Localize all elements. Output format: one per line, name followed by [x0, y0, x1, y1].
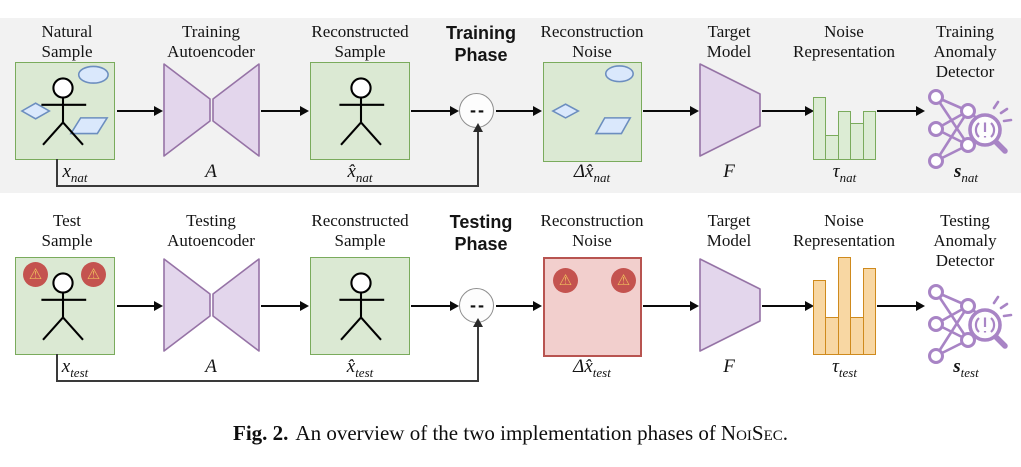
- var-A: A: [205, 161, 217, 182]
- var-F: F: [723, 161, 735, 182]
- training-anomaly-detector-icon: [924, 84, 1014, 170]
- testing-autoencoder-title: Testing Autoencoder: [167, 211, 255, 250]
- var-s-nat: snat: [953, 161, 979, 185]
- target-model-title: Target Model: [706, 22, 752, 61]
- training-anomaly-detector-title: Training Anomaly Detector: [933, 22, 997, 81]
- noise-shapes-icon: [551, 65, 634, 135]
- arrow-representation-to-detector: [877, 299, 925, 312]
- noise-representation-bars: [813, 257, 877, 355]
- representation-bar: [862, 268, 877, 355]
- stick-figure-icon: [40, 77, 88, 146]
- warning-icon: ⚠: [611, 268, 636, 293]
- reconstructed-sample-title: Reconstructed Sample: [311, 22, 409, 61]
- target-model-title: Target Model: [706, 211, 752, 250]
- representation-bar: [825, 135, 839, 160]
- reconstruction-noise-box: ⚠ ⚠: [543, 257, 642, 357]
- arrow-noise-to-target: [643, 299, 699, 312]
- training-autoencoder-icon: [163, 63, 260, 157]
- natural-sample-title: Natural Sample: [41, 22, 93, 61]
- arrow-subtract-to-noise: [496, 104, 542, 117]
- training-phase-row: Natural Sample Training Autoencoder Reco…: [0, 18, 1021, 193]
- feedback-line-down: [56, 354, 58, 382]
- feedback-line-up-arrow: [473, 123, 483, 187]
- var-F: F: [723, 356, 735, 377]
- var-xhat-test: x̂test: [346, 356, 374, 380]
- reconstruction-noise-title: Reconstruction Noise: [540, 211, 644, 250]
- caption-brand: NoiSec.: [720, 421, 788, 445]
- arrow-sample-to-autoencoder: [117, 104, 163, 117]
- target-model-icon: [699, 63, 761, 157]
- var-A: A: [205, 356, 217, 377]
- noise-representation-bars: [813, 62, 877, 160]
- testing-anomaly-detector-title: Testing Anomaly Detector: [933, 211, 997, 270]
- testing-phase-row: Test Sample Testing Autoencoder Reconstr…: [0, 205, 1021, 388]
- warning-icon: ⚠: [23, 262, 48, 287]
- feedback-line-horizontal: [56, 380, 479, 382]
- arrow-noise-to-target: [643, 104, 699, 117]
- arrow-target-to-representation: [762, 299, 814, 312]
- subtract-node: --: [459, 288, 494, 323]
- figure-caption: Fig. 2. An overview of the two implementa…: [0, 421, 1021, 446]
- representation-bar: [850, 123, 864, 160]
- testing-phase-title: Testing Phase: [449, 212, 513, 254]
- feedback-line-up-arrow: [473, 318, 483, 382]
- representation-bar: [850, 317, 864, 355]
- caption-body: An overview of the two implementation ph…: [295, 421, 716, 445]
- scene-shapes-icon: [20, 65, 109, 135]
- representation-bar: [862, 111, 877, 160]
- arrow-reconstructed-to-subtract: [411, 104, 459, 117]
- var-x-nat: xnat: [62, 161, 88, 185]
- feedback-line-down: [56, 159, 58, 187]
- representation-bar: [837, 111, 852, 160]
- warning-icon: ⚠: [81, 262, 106, 287]
- feedback-line-horizontal: [56, 185, 479, 187]
- reconstruction-noise-title: Reconstruction Noise: [540, 22, 644, 61]
- test-sample-box: ⚠ ⚠: [15, 257, 115, 355]
- var-delta-xhat-nat: Δx̂nat: [573, 161, 611, 185]
- stick-figure-icon: [338, 77, 386, 146]
- training-autoencoder-title: Training Autoencoder: [167, 22, 255, 61]
- reconstructed-sample-box: [310, 257, 410, 355]
- training-phase-title: Training Phase: [445, 23, 516, 65]
- reconstructed-sample-title: Reconstructed Sample: [311, 211, 409, 250]
- reconstruction-noise-box: [543, 62, 642, 162]
- warning-icon: ⚠: [553, 268, 578, 293]
- test-sample-title: Test Sample: [41, 211, 93, 250]
- representation-bar: [837, 257, 852, 355]
- arrow-autoencoder-to-reconstructed: [261, 299, 309, 312]
- natural-sample-box: [15, 62, 115, 160]
- reconstructed-sample-box: [310, 62, 410, 160]
- var-s-test: stest: [953, 356, 979, 380]
- var-x-test: xtest: [61, 356, 89, 380]
- testing-anomaly-detector-icon: [924, 279, 1014, 365]
- arrow-autoencoder-to-reconstructed: [261, 104, 309, 117]
- target-model-icon: [699, 258, 761, 352]
- arrow-subtract-to-noise: [496, 299, 542, 312]
- arrow-target-to-representation: [762, 104, 814, 117]
- representation-bar: [813, 280, 827, 355]
- testing-autoencoder-icon: [163, 258, 260, 352]
- representation-bar: [813, 97, 827, 160]
- stick-figure-icon: [338, 272, 386, 341]
- representation-bar: [825, 317, 839, 355]
- subtract-node: --: [459, 93, 494, 128]
- var-tau-test: τtest: [832, 356, 857, 380]
- var-tau-nat: τnat: [832, 161, 857, 185]
- arrow-reconstructed-to-subtract: [411, 299, 459, 312]
- noise-representation-title: Noise Representation: [793, 22, 895, 61]
- arrow-representation-to-detector: [877, 104, 925, 117]
- arrow-sample-to-autoencoder: [117, 299, 163, 312]
- caption-label: Fig. 2.: [233, 421, 289, 445]
- var-xhat-nat: x̂nat: [347, 161, 373, 185]
- noise-representation-title: Noise Representation: [793, 211, 895, 250]
- var-delta-xhat-test: Δx̂test: [573, 356, 611, 380]
